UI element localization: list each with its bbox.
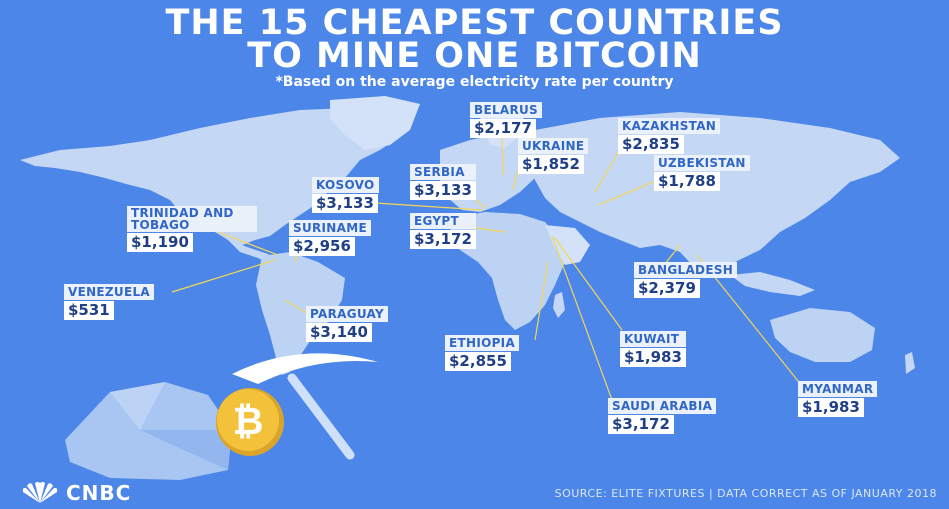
label-saudi-arabia: SAUDI ARABIA $3,172 <box>608 398 717 434</box>
label-kazakhstan: KAZAKHSTAN $2,835 <box>618 118 721 154</box>
north-america-landmass <box>20 108 410 246</box>
country-price: $1,983 <box>798 398 864 417</box>
country-name: PARAGUAY <box>306 306 388 322</box>
label-ethiopia: ETHIOPIA $2,855 <box>445 335 520 371</box>
country-name: KUWAIT <box>620 331 686 347</box>
label-myanmar: MYANMAR $1,983 <box>798 381 878 417</box>
label-uzbekistan: UZBEKISTAN $1,788 <box>654 155 750 191</box>
label-suriname: SURINAME $2,956 <box>289 220 371 256</box>
country-name: EGYPT <box>410 213 476 229</box>
country-name: UKRAINE <box>518 138 589 154</box>
country-price: $1,190 <box>127 233 193 252</box>
new-zealand-landmass <box>905 352 915 374</box>
country-price: $1,852 <box>518 155 584 174</box>
country-price: $2,855 <box>445 352 511 371</box>
country-price: $3,133 <box>410 181 476 200</box>
label-paraguay: PARAGUAY $3,140 <box>306 306 388 342</box>
country-name: UZBEKISTAN <box>654 155 750 171</box>
country-price: $3,133 <box>312 194 378 213</box>
label-venezuela: VENEZUELA $531 <box>64 284 155 320</box>
svg-text:₿: ₿ <box>233 399 264 443</box>
label-kosovo: KOSOVO $3,133 <box>312 177 379 213</box>
australia-landmass <box>770 308 875 362</box>
country-price: $1,983 <box>620 348 686 367</box>
country-name: SERBIA <box>410 164 476 180</box>
label-bangladesh: BANGLADESH $2,379 <box>634 262 738 298</box>
label-trinidad-and-tobago: TRINIDAD AND TOBAGO $1,190 <box>127 206 257 252</box>
pickaxe-icon <box>232 353 378 460</box>
country-price: $531 <box>64 301 114 320</box>
country-name: VENEZUELA <box>64 284 155 300</box>
source-note: SOURCE: ELITE FIXTURES | DATA CORRECT AS… <box>554 487 937 500</box>
arabia-landmass <box>545 225 590 265</box>
country-price: $2,177 <box>470 119 536 138</box>
country-name: KAZAKHSTAN <box>618 118 721 134</box>
label-kuwait: KUWAIT $1,983 <box>620 331 686 367</box>
country-price: $3,172 <box>608 415 674 434</box>
country-name: KOSOVO <box>312 177 379 193</box>
country-name: ETHIOPIA <box>445 335 520 351</box>
africa-landmass <box>450 212 565 330</box>
brand-name: CNBC <box>66 481 132 505</box>
peacock-logo-icon <box>22 482 58 503</box>
country-name: TRINIDAD AND TOBAGO <box>127 206 257 232</box>
country-price: $2,835 <box>618 135 684 154</box>
cnbc-logo: CNBC <box>20 481 131 505</box>
country-price: $2,379 <box>634 279 700 298</box>
south-america-landmass <box>256 252 345 375</box>
country-price: $2,956 <box>289 237 355 256</box>
label-serbia: SERBIA $3,133 <box>410 164 476 200</box>
greenland-landmass <box>330 96 420 150</box>
country-price: $3,172 <box>410 230 476 249</box>
label-egypt: EGYPT $3,172 <box>410 213 476 249</box>
label-belarus: BELARUS $2,177 <box>470 102 543 138</box>
rock-illustration <box>65 382 232 480</box>
country-name: SAUDI ARABIA <box>608 398 717 414</box>
country-name: BELARUS <box>470 102 543 118</box>
title-line-2: TO MINE ONE BITCOIN <box>247 36 702 76</box>
bitcoin-coin-icon: ₿ <box>216 388 284 456</box>
country-name: MYANMAR <box>798 381 878 397</box>
subtitle: *Based on the average electricity rate p… <box>275 74 674 90</box>
country-name: BANGLADESH <box>634 262 738 278</box>
title-line-1: THE 15 CHEAPEST COUNTRIES <box>165 3 784 43</box>
country-price: $3,140 <box>306 323 372 342</box>
madagascar-landmass <box>553 292 565 318</box>
country-name: SURINAME <box>289 220 371 236</box>
country-price: $1,788 <box>654 172 720 191</box>
label-ukraine: UKRAINE $1,852 <box>518 138 589 174</box>
se-asia-islands <box>730 272 815 296</box>
